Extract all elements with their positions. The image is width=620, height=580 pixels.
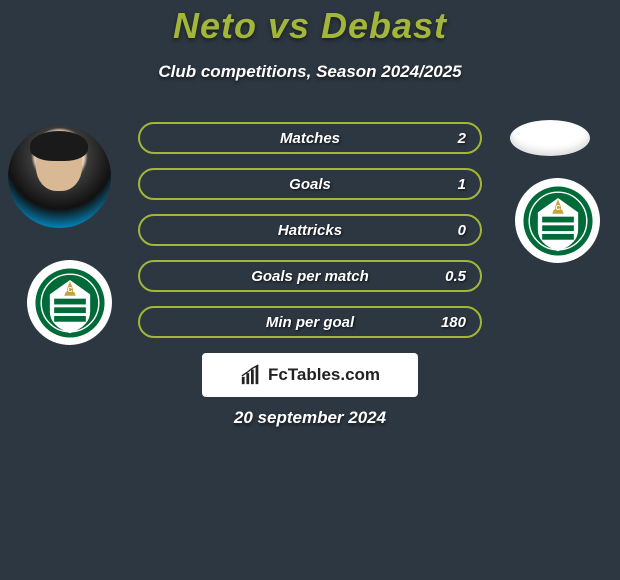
page-title: Neto vs Debast bbox=[0, 5, 620, 47]
stat-value: 0 bbox=[458, 222, 466, 239]
brand-box[interactable]: FcTables.com bbox=[202, 353, 418, 397]
stat-value: 1 bbox=[458, 176, 466, 193]
stat-row: Goals per match 0.5 bbox=[138, 260, 482, 292]
player-right-avatar bbox=[510, 120, 590, 156]
stat-label: Hattricks bbox=[140, 222, 480, 239]
sporting-badge-icon: SCP bbox=[522, 185, 594, 257]
stats-container: Matches 2 Goals 1 Hattricks 0 Goals per … bbox=[138, 122, 482, 352]
brand-label: FcTables.com bbox=[268, 365, 380, 385]
stat-label: Matches bbox=[140, 130, 480, 147]
stat-value: 0.5 bbox=[445, 268, 466, 285]
stat-label: Goals bbox=[140, 176, 480, 193]
stat-value: 180 bbox=[441, 314, 466, 331]
bar-chart-icon bbox=[240, 364, 262, 386]
stat-row: Matches 2 bbox=[138, 122, 482, 154]
date-stamp: 20 september 2024 bbox=[0, 408, 620, 428]
svg-text:SCP: SCP bbox=[550, 203, 565, 212]
svg-text:SCP: SCP bbox=[62, 285, 77, 294]
club-badge-right: SCP bbox=[515, 178, 600, 263]
player-left-avatar bbox=[8, 125, 111, 228]
comparison-canvas: Neto vs Debast Club competitions, Season… bbox=[0, 0, 620, 580]
stat-label: Min per goal bbox=[140, 314, 480, 331]
stat-value: 2 bbox=[458, 130, 466, 147]
stat-row: Min per goal 180 bbox=[138, 306, 482, 338]
stat-row: Goals 1 bbox=[138, 168, 482, 200]
club-badge-left: SCP bbox=[27, 260, 112, 345]
page-subtitle: Club competitions, Season 2024/2025 bbox=[0, 62, 620, 82]
stat-row: Hattricks 0 bbox=[138, 214, 482, 246]
sporting-badge-icon: SCP bbox=[34, 267, 106, 339]
stat-label: Goals per match bbox=[140, 268, 480, 285]
